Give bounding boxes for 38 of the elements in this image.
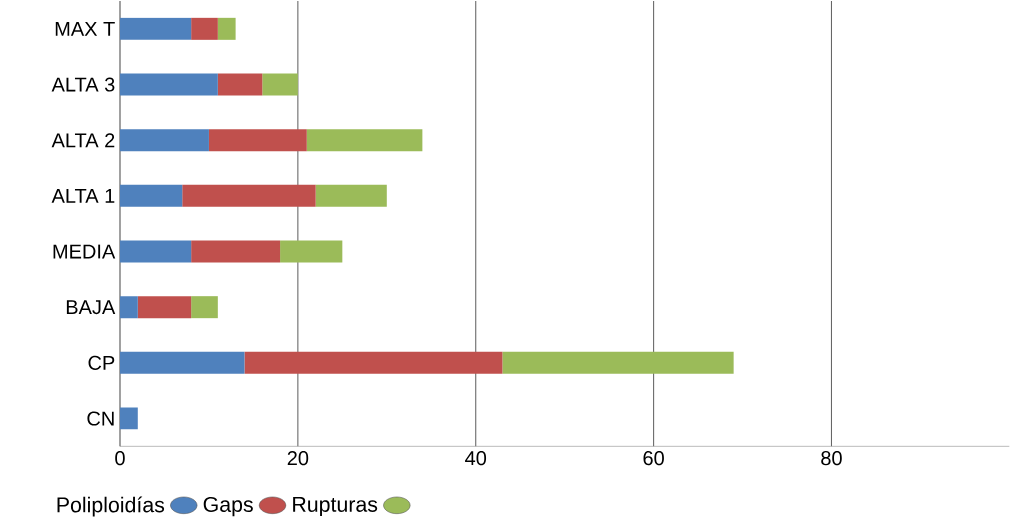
x-tick-label: 60 [643, 451, 664, 466]
x-tick-label: 40 [465, 451, 487, 466]
y-tick-label: BAJA [66, 300, 116, 315]
bar [120, 17, 192, 40]
bar [280, 240, 343, 263]
bar [191, 240, 281, 263]
bar [217, 73, 263, 96]
y-tick-label: ALTA 1 [51, 188, 115, 203]
y-tick-label: CN [87, 411, 114, 426]
legend-label: Rupturas [293, 496, 378, 517]
bar [120, 73, 218, 96]
bar [502, 351, 734, 374]
y-tick-label: CP [88, 355, 115, 370]
bar [315, 184, 387, 207]
bar [208, 129, 307, 152]
bar [262, 73, 298, 96]
bar [306, 129, 423, 152]
bar [244, 351, 503, 374]
legend-label: Gaps [203, 496, 253, 517]
bar [191, 17, 218, 40]
bar [120, 129, 209, 152]
y-tick-label: ALTA 3 [51, 77, 115, 92]
bar [120, 240, 192, 263]
x-tick-label: 80 [821, 451, 842, 466]
y-tick-label: MEDIA [53, 244, 116, 259]
bar [120, 184, 183, 207]
bar [120, 407, 138, 430]
bar [217, 17, 236, 40]
y-tick-label: ALTA 2 [51, 133, 115, 148]
bar [120, 296, 138, 319]
x-tick-label: 20 [287, 451, 309, 466]
bar [137, 296, 192, 319]
bar [182, 184, 316, 207]
bar [191, 296, 218, 319]
legend-label: Poliploidías [57, 496, 165, 517]
y-tick-label: MAX T [55, 21, 115, 36]
x-tick-label: 0 [115, 451, 125, 466]
bar [120, 351, 245, 374]
